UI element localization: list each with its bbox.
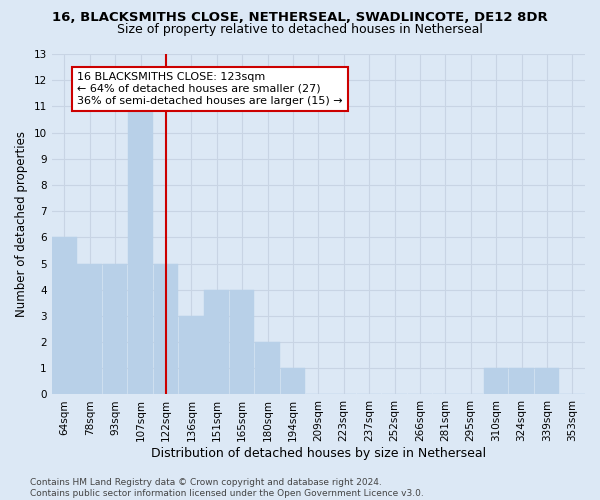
Bar <box>230 290 254 395</box>
Text: 16 BLACKSMITHS CLOSE: 123sqm
← 64% of detached houses are smaller (27)
36% of se: 16 BLACKSMITHS CLOSE: 123sqm ← 64% of de… <box>77 72 343 106</box>
Bar <box>52 238 77 394</box>
Bar <box>535 368 559 394</box>
Bar <box>154 264 178 394</box>
Bar <box>484 368 508 394</box>
Y-axis label: Number of detached properties: Number of detached properties <box>15 131 28 317</box>
Bar <box>128 106 153 395</box>
Bar <box>281 368 305 394</box>
Text: Size of property relative to detached houses in Netherseal: Size of property relative to detached ho… <box>117 22 483 36</box>
Bar <box>103 264 127 394</box>
Bar <box>509 368 534 394</box>
Bar <box>179 316 203 394</box>
X-axis label: Distribution of detached houses by size in Netherseal: Distribution of detached houses by size … <box>151 447 486 460</box>
Text: Contains HM Land Registry data © Crown copyright and database right 2024.
Contai: Contains HM Land Registry data © Crown c… <box>30 478 424 498</box>
Bar <box>77 264 102 394</box>
Text: 16, BLACKSMITHS CLOSE, NETHERSEAL, SWADLINCOTE, DE12 8DR: 16, BLACKSMITHS CLOSE, NETHERSEAL, SWADL… <box>52 11 548 24</box>
Bar <box>255 342 280 394</box>
Bar <box>205 290 229 395</box>
